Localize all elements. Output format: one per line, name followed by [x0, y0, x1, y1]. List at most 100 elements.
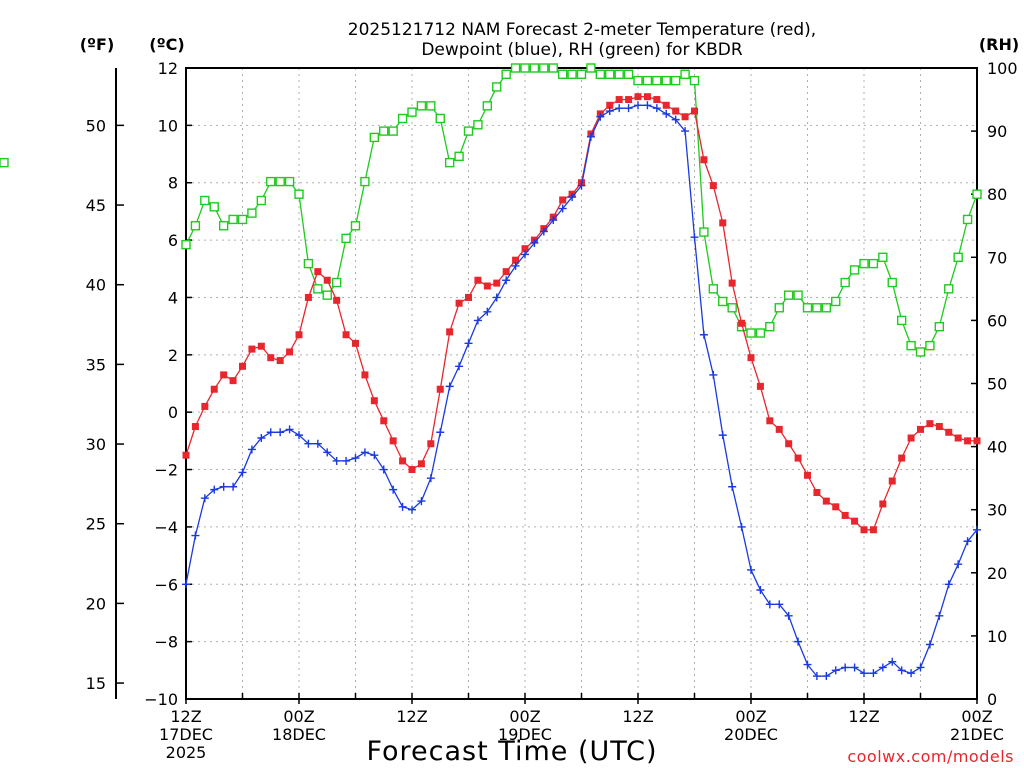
rh-point	[350, 221, 361, 231]
rh-point	[388, 126, 398, 136]
dewpoint-point	[502, 276, 511, 285]
rh-point	[652, 75, 662, 86]
temperature-point	[841, 511, 849, 519]
dewpoint-point	[295, 431, 303, 440]
credit-link[interactable]: coolwx.com/models	[847, 747, 1014, 766]
rh-point	[962, 214, 973, 225]
dewpoint-point	[615, 104, 624, 113]
dewpoint-point	[182, 580, 190, 589]
temperature-point	[945, 428, 953, 436]
temperature-point	[700, 156, 708, 164]
dewpoint-point	[624, 104, 633, 113]
temperature-point	[860, 526, 868, 534]
temperature-point	[483, 282, 491, 290]
celsius-tick-label: −10	[144, 690, 178, 709]
temperature-point	[662, 101, 670, 109]
dewpoint-point	[304, 439, 313, 448]
rh-point	[586, 63, 596, 73]
rh-point	[887, 277, 897, 288]
time-tick-label: 12Z	[848, 707, 879, 726]
dewpoint-point	[379, 465, 388, 474]
temperature-point	[973, 437, 981, 445]
dewpoint-point	[549, 216, 558, 225]
rh-point	[859, 258, 869, 269]
rh-point	[303, 258, 314, 269]
rh-point	[379, 126, 389, 136]
temperature-point	[370, 397, 378, 405]
rh-point	[906, 340, 916, 351]
temperature-point	[502, 268, 510, 276]
temperature-point	[342, 331, 350, 339]
plot-frame	[185, 67, 978, 700]
dewpoint-point	[389, 485, 398, 494]
rh-point	[567, 69, 577, 80]
temperature-point	[182, 451, 190, 459]
temperature-point	[606, 101, 614, 109]
time-tick-label: 12Z	[396, 707, 427, 726]
temperature-point	[898, 454, 906, 462]
temperature-point	[851, 517, 859, 525]
temperature-point	[521, 245, 529, 253]
dewpoint-point	[360, 448, 369, 457]
rh-point	[463, 126, 474, 136]
dewpoint-point	[464, 339, 473, 348]
rh-point	[444, 157, 455, 168]
temperature-point	[832, 503, 840, 511]
rh-point	[774, 303, 784, 313]
rh-point	[331, 277, 342, 288]
dewpoint-point	[699, 330, 708, 339]
temperature-point	[512, 256, 520, 264]
dewpoint-point	[671, 115, 680, 124]
rh-point	[868, 258, 879, 269]
time-tick-label: 00Z	[735, 707, 766, 726]
rh-point	[218, 221, 229, 231]
rh-point	[426, 101, 436, 111]
temperature-point	[427, 440, 435, 448]
temperature-point	[465, 293, 472, 301]
chart-title-line1: 2025121712 NAM Forecast 2-meter Temperat…	[348, 20, 816, 40]
rh-point	[802, 303, 813, 313]
temperature-point	[719, 219, 727, 227]
temperature-point	[917, 425, 924, 433]
dewpoint-point	[850, 663, 859, 672]
rh-point	[896, 315, 907, 326]
dewpoint-point	[568, 193, 577, 202]
dewpoint-point	[313, 439, 322, 448]
temperature-point	[455, 299, 463, 307]
dewpoint-point	[210, 485, 219, 494]
rh-tick-label: 50	[987, 375, 1007, 394]
temperature-point	[869, 526, 877, 534]
dewpoint-point	[907, 669, 916, 678]
dewpoint-point	[323, 448, 332, 457]
dewpoint-point	[784, 611, 793, 620]
rh-point	[925, 340, 935, 351]
dewpoint-point	[436, 428, 445, 437]
dewpoint-point	[200, 494, 209, 503]
dewpoint-point	[219, 482, 228, 491]
rh-point	[539, 63, 549, 73]
celsius-tick-label: 4	[168, 288, 178, 307]
rh-tick-label: 70	[987, 248, 1007, 267]
dewpoint-point	[530, 238, 539, 247]
dewpoint-point	[756, 586, 765, 595]
rh-tick-label: 100	[987, 59, 1018, 78]
temperature-point	[417, 460, 425, 468]
temperature-point	[964, 437, 972, 445]
rh-point	[793, 290, 803, 300]
temperature-point	[380, 417, 388, 425]
rh-point	[228, 214, 238, 225]
dewpoint-point	[652, 104, 661, 113]
dewpoint-point	[681, 127, 690, 136]
temperature-point	[559, 196, 567, 204]
dewpoint-point	[511, 261, 520, 270]
rh-point	[548, 63, 558, 73]
rh-point	[614, 69, 624, 80]
temperature-point	[436, 385, 444, 393]
rh-point	[944, 284, 954, 294]
rh-tick-label: 20	[987, 564, 1007, 583]
temperature-point	[352, 339, 359, 347]
celsius-tick-label: 6	[168, 231, 178, 250]
temperature-point	[314, 268, 322, 276]
time-tick-label: 19DEC	[498, 725, 552, 744]
